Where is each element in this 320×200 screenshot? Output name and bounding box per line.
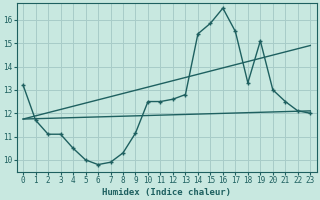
X-axis label: Humidex (Indice chaleur): Humidex (Indice chaleur) xyxy=(102,188,231,197)
